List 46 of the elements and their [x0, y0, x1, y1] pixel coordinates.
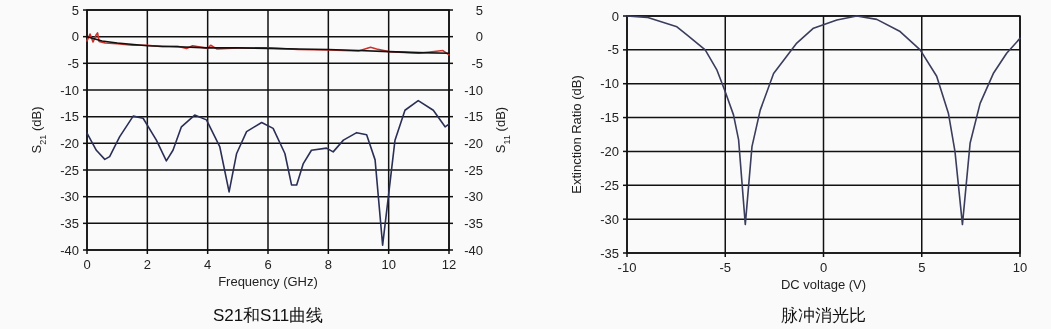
line-series — [86, 99, 450, 246]
x-tick-label: 8 — [324, 257, 332, 272]
x-tick-label: 0 — [83, 257, 91, 272]
y2-tick-label: -30 — [464, 189, 483, 205]
x-axis-title: DC voltage (V) — [780, 277, 867, 292]
y2-tick-label: -15 — [464, 109, 483, 125]
y2-tick-label: -10 — [464, 82, 483, 98]
y-tick-label: -20 — [60, 135, 79, 151]
y-tick-label: 0 — [611, 8, 619, 24]
y2-tick-label: 5 — [475, 2, 483, 18]
x-tick-label: 2 — [143, 257, 151, 272]
y2-tick-label: -20 — [464, 135, 483, 151]
x-tick-label: 10 — [1012, 260, 1028, 275]
y-tick-label: 5 — [71, 2, 79, 18]
y-tick-label: -30 — [600, 211, 619, 227]
y-tick-label: -25 — [600, 177, 619, 193]
y2-tick-label: -25 — [464, 162, 483, 178]
x-tick-label: 12 — [441, 257, 457, 272]
x-tick-label: 10 — [381, 257, 396, 272]
y-axis-title: Extinction Ratio (dB) — [569, 75, 584, 194]
y-tick-label: -15 — [60, 109, 79, 125]
y-tick-label: 0 — [71, 29, 79, 45]
y-tick-label: -10 — [600, 76, 619, 92]
y2-tick-label: -5 — [471, 55, 483, 71]
x-tick-label: 0 — [819, 260, 828, 275]
y2-tick-label: -35 — [464, 215, 483, 231]
y2-tick-label: -40 — [464, 242, 483, 258]
text: 脉冲消光比 — [781, 306, 866, 325]
y-tick-label: -5 — [67, 55, 79, 71]
x-tick-label: -10 — [617, 260, 637, 275]
y-tick-label: -35 — [60, 215, 79, 231]
y-tick-label: -30 — [60, 189, 79, 205]
y-tick-label: -25 — [60, 162, 79, 178]
y-tick-label: -10 — [60, 82, 79, 98]
x-tick-label: 5 — [918, 260, 926, 275]
y-tick-label: -35 — [600, 245, 619, 261]
y2-tick-label: 0 — [475, 29, 483, 45]
y-tick-label: -20 — [600, 143, 619, 159]
x-tick-label: 6 — [264, 257, 272, 272]
y-tick-label: -40 — [60, 242, 79, 258]
x-tick-label: 4 — [204, 257, 212, 272]
text: S21和S11曲线 — [212, 306, 324, 325]
x-tick-label: -5 — [719, 260, 732, 275]
y-tick-label: -5 — [607, 42, 619, 58]
y-tick-label: -15 — [600, 110, 619, 126]
x-axis-title: Frequency (GHz) — [218, 274, 318, 289]
